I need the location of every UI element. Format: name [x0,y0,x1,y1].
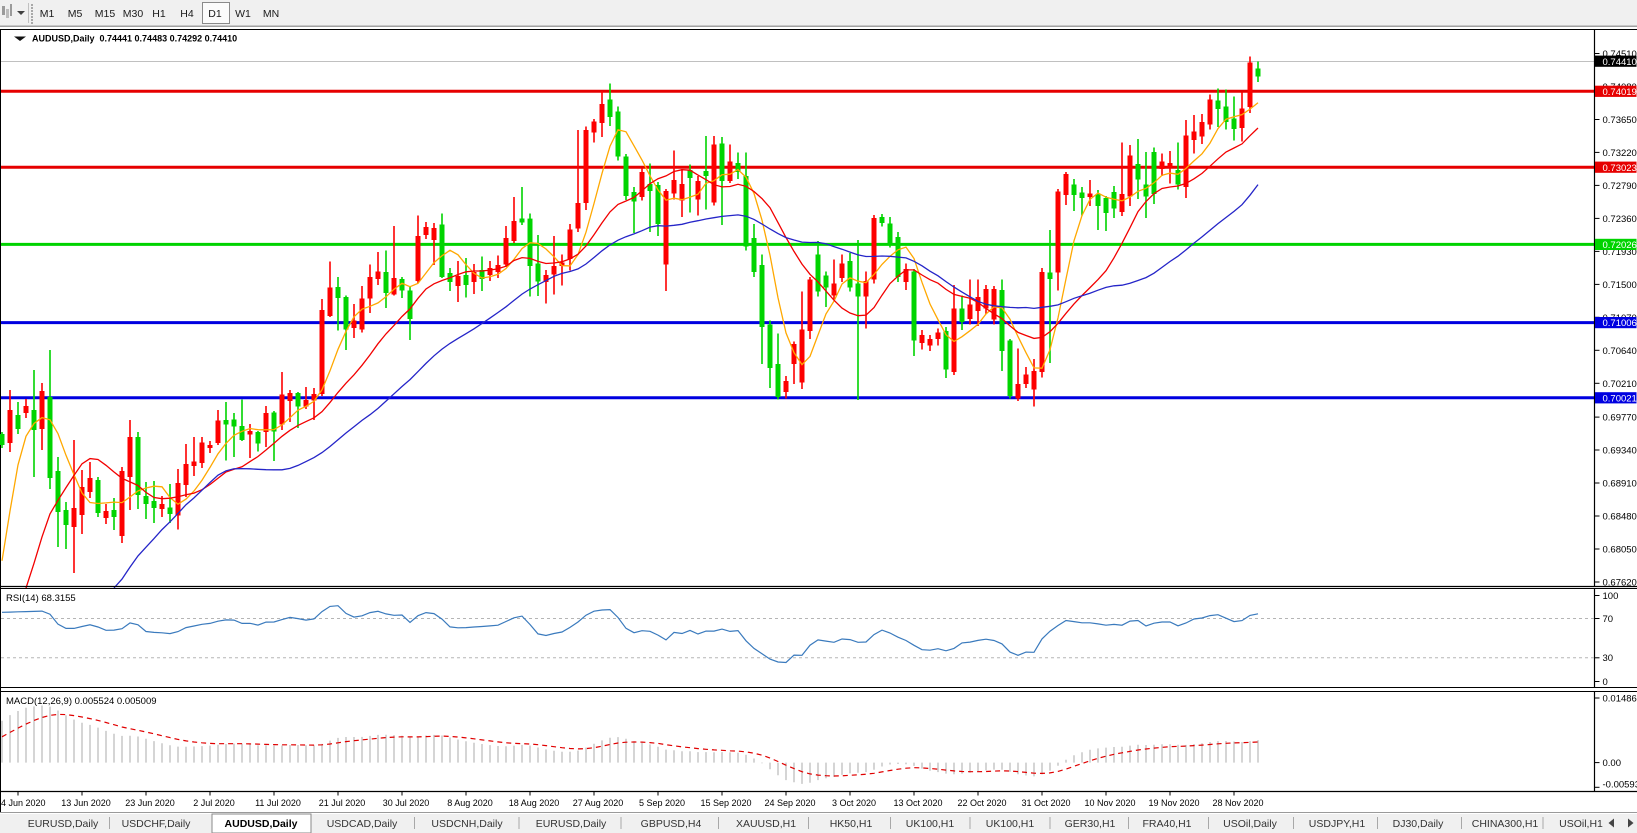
svg-text:30: 30 [1603,653,1614,664]
svg-text:0.70640: 0.70640 [1603,346,1637,357]
svg-text:0.014861: 0.014861 [1603,694,1637,705]
svg-text:M1: M1 [40,8,55,20]
svg-text:XAUUSD,H1: XAUUSD,H1 [736,818,796,830]
svg-text:M15: M15 [95,8,116,20]
svg-text:USDCAD,Daily: USDCAD,Daily [327,818,398,830]
svg-text:0.69770: 0.69770 [1603,413,1637,424]
svg-text:USOil,Daily: USOil,Daily [1223,818,1277,830]
svg-text:13 Jun 2020: 13 Jun 2020 [61,798,111,808]
svg-text:28 Nov 2020: 28 Nov 2020 [1212,798,1263,808]
svg-text:0.73023: 0.73023 [1603,163,1637,174]
svg-text:23 Jun 2020: 23 Jun 2020 [125,798,175,808]
svg-text:0.68480: 0.68480 [1603,512,1637,523]
svg-text:0.00: 0.00 [1603,758,1622,769]
svg-text:0.68050: 0.68050 [1603,545,1637,556]
svg-text:USDCHF,Daily: USDCHF,Daily [122,818,192,830]
svg-text:CHINA300,H1: CHINA300,H1 [1472,818,1539,830]
svg-text:0.71006: 0.71006 [1603,318,1637,329]
svg-text:0.72026: 0.72026 [1603,240,1637,251]
svg-text:3 Oct 2020: 3 Oct 2020 [832,798,876,808]
svg-text:USDCNH,Daily: USDCNH,Daily [431,818,503,830]
svg-text:EURUSD,Daily: EURUSD,Daily [536,818,607,830]
svg-text:AUDUSD,Daily 0.74441 0.74483: AUDUSD,Daily 0.74441 0.74483 0.74292 0.7… [32,34,237,44]
svg-text:0.71500: 0.71500 [1603,280,1637,291]
svg-text:0.70021: 0.70021 [1603,393,1637,404]
svg-text:19 Nov 2020: 19 Nov 2020 [1148,798,1199,808]
svg-text:100: 100 [1603,591,1619,602]
svg-text:M30: M30 [123,8,144,20]
svg-text:W1: W1 [235,8,251,20]
svg-text:10 Nov 2020: 10 Nov 2020 [1084,798,1135,808]
svg-text:0: 0 [1603,677,1608,688]
svg-text:13 Oct 2020: 13 Oct 2020 [893,798,942,808]
svg-text:-0.005938: -0.005938 [1603,779,1637,790]
svg-text:30 Jul 2020: 30 Jul 2020 [383,798,430,808]
svg-text:FRA40,H1: FRA40,H1 [1142,818,1191,830]
svg-text:GER30,H1: GER30,H1 [1065,818,1116,830]
svg-text:11 Jul 2020: 11 Jul 2020 [255,798,301,808]
svg-text:18 Aug 2020: 18 Aug 2020 [509,798,560,808]
svg-text:USDJPY,H1: USDJPY,H1 [1309,818,1366,830]
svg-text:RSI(14) 68.3155: RSI(14) 68.3155 [6,593,76,604]
svg-text:UK100,H1: UK100,H1 [986,818,1035,830]
svg-text:22 Oct 2020: 22 Oct 2020 [957,798,1006,808]
svg-text:0.73220: 0.73220 [1603,148,1637,159]
svg-text:UK100,H1: UK100,H1 [906,818,955,830]
svg-text:0.71930: 0.71930 [1603,247,1637,258]
svg-text:0.72360: 0.72360 [1603,214,1637,225]
svg-text:24 Sep 2020: 24 Sep 2020 [764,798,815,808]
svg-text:21 Jul 2020: 21 Jul 2020 [319,798,366,808]
svg-text:70: 70 [1603,614,1614,625]
svg-text:31 Oct 2020: 31 Oct 2020 [1021,798,1070,808]
svg-text:M5: M5 [68,8,83,20]
svg-text:0.73650: 0.73650 [1603,115,1637,126]
svg-text:0.68910: 0.68910 [1603,479,1637,490]
svg-text:USOil,H1: USOil,H1 [1559,818,1603,830]
svg-text:MACD(12,26,9) 0.005524 0.00500: MACD(12,26,9) 0.005524 0.005009 [6,696,157,707]
svg-text:0.74510: 0.74510 [1603,49,1637,60]
svg-text:D1: D1 [208,8,222,20]
svg-text:H4: H4 [180,8,194,20]
svg-text:4 Jun 2020: 4 Jun 2020 [1,798,46,808]
svg-text:EURUSD,Daily: EURUSD,Daily [28,818,99,830]
svg-text:0.74019: 0.74019 [1603,87,1637,98]
svg-text:0.72790: 0.72790 [1603,181,1637,192]
svg-text:GBPUSD,H4: GBPUSD,H4 [641,818,702,830]
svg-text:MN: MN [263,8,279,20]
svg-text:8 Aug 2020: 8 Aug 2020 [447,798,493,808]
svg-text:H1: H1 [152,8,166,20]
svg-text:15 Sep 2020: 15 Sep 2020 [700,798,751,808]
svg-text:0.70210: 0.70210 [1603,379,1637,390]
svg-text:5 Sep 2020: 5 Sep 2020 [639,798,685,808]
svg-text:0.67620: 0.67620 [1603,578,1637,589]
svg-text:27 Aug 2020: 27 Aug 2020 [573,798,624,808]
svg-text:2 Jul 2020: 2 Jul 2020 [193,798,235,808]
svg-text:0.69340: 0.69340 [1603,446,1637,457]
svg-text:HK50,H1: HK50,H1 [830,818,873,830]
svg-text:AUDUSD,Daily: AUDUSD,Daily [225,818,298,830]
svg-text:0.74410: 0.74410 [1603,57,1637,68]
svg-text:DJ30,Daily: DJ30,Daily [1393,818,1445,830]
